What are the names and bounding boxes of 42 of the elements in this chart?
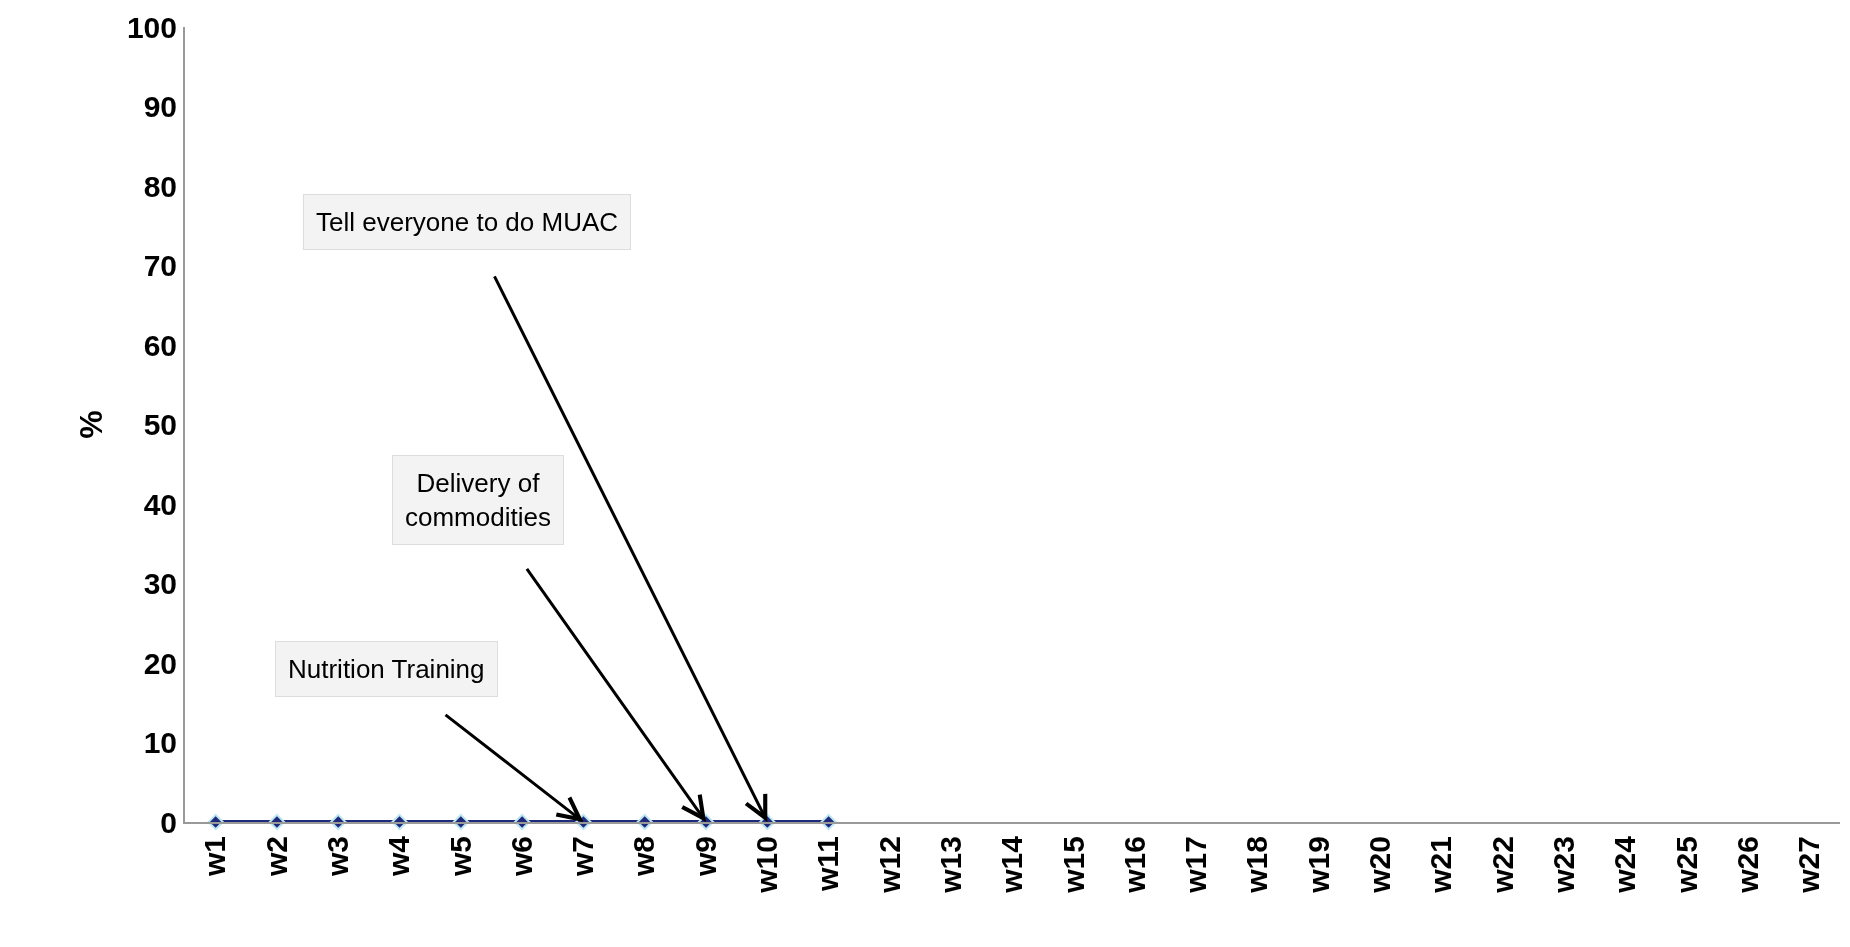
- x-tick-label: w27: [1792, 836, 1826, 894]
- x-tick-label: w4: [382, 835, 416, 878]
- y-tick-label: 80: [143, 169, 177, 203]
- x-tick-label: w23: [1546, 836, 1580, 894]
- x-tick-label: w2: [259, 836, 293, 878]
- x-tick-label: w24: [1608, 835, 1642, 894]
- y-tick-label: 100: [126, 10, 177, 44]
- y-tick-label: 90: [143, 90, 177, 123]
- y-tick-label: 60: [143, 328, 177, 362]
- x-tick-label: w9: [688, 836, 722, 878]
- annotation: Tell everyone to do MUAC: [316, 207, 619, 237]
- x-tick-label: w20: [1363, 836, 1397, 894]
- x-tick-label: w6: [504, 836, 538, 878]
- y-tick-label: 20: [143, 646, 177, 680]
- y-tick-label: 50: [143, 408, 177, 441]
- x-tick-label: w10: [750, 836, 784, 894]
- x-tick-label: w11: [811, 836, 845, 893]
- annotation: Delivery of commodities: [405, 468, 551, 532]
- x-tick-label: w7: [566, 836, 600, 878]
- x-tick-label: w1: [198, 836, 232, 878]
- x-tick-label: w8: [627, 836, 661, 878]
- y-tick-label: 0: [160, 805, 177, 839]
- annotation: Nutrition Training: [288, 654, 485, 684]
- x-tick-label: w13: [933, 836, 967, 894]
- y-tick-label: 30: [143, 567, 177, 600]
- x-tick-label: w18: [1240, 836, 1274, 894]
- y-tick-label: 10: [143, 726, 177, 759]
- x-tick-label: w26: [1730, 836, 1764, 894]
- x-tick-label: w14: [995, 835, 1029, 894]
- x-tick-label: w21: [1424, 836, 1458, 894]
- x-tick-label: w19: [1301, 836, 1335, 894]
- x-tick-label: w17: [1179, 836, 1213, 894]
- x-tick-label: w12: [872, 836, 906, 894]
- y-tick-label: 40: [143, 487, 177, 521]
- x-tick-label: w25: [1669, 836, 1703, 894]
- x-tick-label: w16: [1117, 836, 1151, 894]
- y-tick-label: 70: [143, 249, 177, 282]
- x-tick-label: w5: [443, 836, 477, 878]
- x-tick-label: w22: [1485, 836, 1519, 894]
- x-tick-label: w15: [1056, 836, 1090, 894]
- x-tick-label: w3: [320, 836, 354, 878]
- y-axis-title: %: [72, 410, 109, 439]
